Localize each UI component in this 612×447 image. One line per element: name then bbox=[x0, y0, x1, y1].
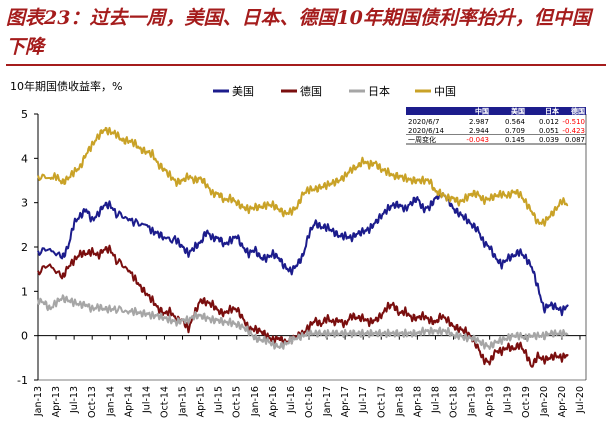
series-line-美国 bbox=[37, 190, 569, 317]
legend-label-德国: 德国 bbox=[300, 84, 322, 98]
x-tick-label: Oct-19 bbox=[521, 386, 532, 418]
x-tick-label: Jul-15 bbox=[214, 386, 225, 414]
legend-label-日本: 日本 bbox=[368, 84, 390, 98]
y-tick-label: 3 bbox=[21, 197, 28, 210]
x-tick-label: Oct-17 bbox=[376, 386, 387, 418]
chart-title: 图表23：过去一周，美国、日本、德国10年期国债利率抬升，但中国下降 bbox=[6, 7, 591, 58]
x-tick-label: Apr-18 bbox=[412, 386, 423, 417]
x-tick-label: Oct-18 bbox=[449, 386, 460, 418]
x-tick-label: Jan-16 bbox=[250, 386, 261, 417]
table-header-cell: 美国 bbox=[511, 107, 525, 116]
x-tick-label: Apr-16 bbox=[268, 386, 279, 417]
x-tick-label: Jul-19 bbox=[503, 386, 514, 414]
x-tick-label: Oct-16 bbox=[304, 386, 315, 418]
y-tick-label: 4 bbox=[21, 152, 28, 165]
x-tick-label: Jan-19 bbox=[467, 386, 478, 417]
table-cell: -0.423 bbox=[562, 127, 585, 135]
x-tick-label: Jan-20 bbox=[539, 386, 550, 417]
x-tick-label: Jul-13 bbox=[69, 386, 80, 414]
y-axis-label: 10年期国债收益率，% bbox=[10, 79, 122, 93]
x-tick-labels: Jan-13 Apr-13 Jul-13 Oct-13 Jan-14 Apr-14 Jul-… bbox=[33, 386, 586, 418]
table-row-label: 2020/6/7 bbox=[408, 118, 439, 126]
y-tick-label: -1 bbox=[17, 374, 28, 387]
legend-label-美国: 美国 bbox=[232, 85, 254, 98]
y-tick-label: 2 bbox=[21, 241, 28, 254]
table-cell: 0.709 bbox=[505, 127, 525, 135]
table-cell: 0.012 bbox=[539, 118, 559, 126]
y-tick-labels: 5 4 3 2 1 0 -1 bbox=[17, 108, 28, 387]
title-rule bbox=[6, 64, 606, 66]
series-line-中国 bbox=[37, 126, 569, 227]
x-tick-label: Jan-17 bbox=[322, 386, 333, 417]
x-tick-label: Apr-14 bbox=[123, 386, 134, 417]
y-tick-label: 1 bbox=[21, 285, 28, 298]
x-tick-label: Jan-15 bbox=[178, 386, 189, 417]
x-tick-label: Jul-18 bbox=[430, 386, 441, 414]
table-cell: 0.145 bbox=[505, 136, 525, 144]
table-cell: 2.987 bbox=[469, 118, 489, 126]
x-tick-label: Oct-13 bbox=[87, 386, 98, 418]
series-line-德国 bbox=[37, 244, 569, 368]
series-lines bbox=[37, 126, 569, 368]
table-cell: -0.510 bbox=[562, 118, 585, 126]
x-tick-label: Jan-18 bbox=[394, 386, 405, 417]
series-line-日本 bbox=[37, 294, 569, 350]
table-cell: 0.039 bbox=[539, 136, 559, 144]
x-tick-label: Apr-17 bbox=[340, 386, 351, 417]
y-tick-label: 5 bbox=[21, 108, 28, 121]
x-tick-label: Apr-13 bbox=[51, 386, 62, 417]
table-header-cell: 日本 bbox=[545, 107, 559, 116]
x-tick-label: Apr-20 bbox=[557, 386, 568, 417]
x-tick-label: Jul-14 bbox=[141, 386, 152, 414]
y-tick-label: 0 bbox=[21, 330, 28, 343]
x-tick-label: Apr-15 bbox=[196, 386, 207, 417]
x-tick-label: Oct-14 bbox=[159, 386, 170, 418]
table-header-cell: 德国 bbox=[571, 107, 585, 116]
x-tick-label: Oct-15 bbox=[232, 386, 243, 418]
x-tick-label: Jul-20 bbox=[575, 386, 586, 414]
table-header-band bbox=[406, 107, 586, 115]
legend: 美国 德国 日本 中国 bbox=[213, 84, 456, 98]
table-row-label: 2020/6/14 bbox=[408, 127, 444, 135]
x-tick-label: Apr-19 bbox=[485, 386, 496, 417]
table-cell: 0.051 bbox=[539, 127, 559, 135]
legend-label-中国: 中国 bbox=[434, 85, 456, 98]
table-cell: -0.043 bbox=[466, 136, 489, 144]
table-cell: 0.087 bbox=[565, 136, 585, 144]
x-tick-label: Jul-16 bbox=[286, 386, 297, 414]
x-tick-label: Jan-14 bbox=[105, 386, 116, 417]
table-cell: 0.564 bbox=[505, 118, 526, 126]
table-header-cell: 中国 bbox=[475, 107, 489, 116]
x-tick-label: Jan-13 bbox=[33, 386, 44, 417]
table-cell: 2.944 bbox=[469, 127, 490, 135]
data-table: 中国 美国 日本 德国 2020/6/7 2.987 0.564 0.012 -0.510 202… bbox=[406, 107, 586, 145]
x-tick-label: Jul-17 bbox=[358, 386, 369, 414]
table-row-label: 一周变化 bbox=[408, 135, 436, 144]
